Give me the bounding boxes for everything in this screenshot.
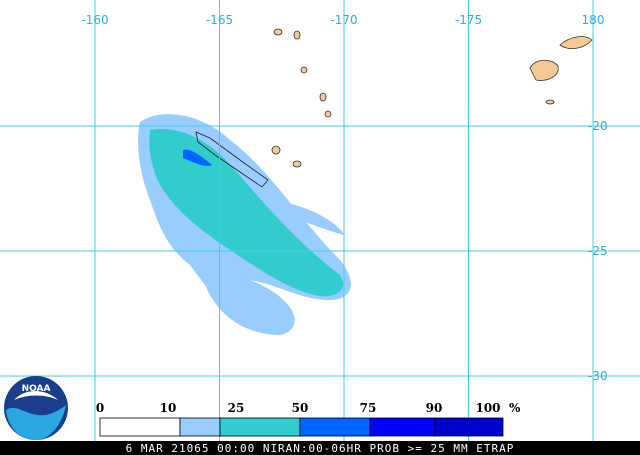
logo-wave xyxy=(6,405,66,440)
legend-swatch xyxy=(369,417,436,437)
legend-swatch xyxy=(219,417,301,437)
fiji xyxy=(559,36,593,50)
logo-bird xyxy=(14,391,58,400)
legend-tick: 50 xyxy=(292,401,309,415)
island xyxy=(271,145,281,155)
legend-swatch xyxy=(299,417,371,437)
island xyxy=(273,28,283,36)
prob-10-25-band xyxy=(275,200,345,235)
legend-tick: 90 xyxy=(426,401,443,415)
prob-50-75 xyxy=(183,149,212,166)
graticule: -160 -165 -170 -175 180 -20 -25 -30 xyxy=(0,0,640,441)
lon-label: -175 xyxy=(455,13,482,27)
legend-tick: 10 xyxy=(160,401,177,415)
lon-label: -170 xyxy=(330,13,357,27)
noaa-logo: NOAA xyxy=(4,376,68,440)
legend-tick: 25 xyxy=(228,401,245,415)
lon-label: -165 xyxy=(206,13,233,27)
island xyxy=(319,92,327,102)
island xyxy=(292,160,302,168)
legend-tick: 75 xyxy=(360,401,377,415)
legend-swatch xyxy=(434,417,504,437)
logo-text: NOAA xyxy=(22,384,51,394)
island xyxy=(324,110,332,118)
lon-label: -160 xyxy=(81,13,108,27)
footer-text: 6 MAR 21065 00:00 NIRAN:00-06HR PROB >= … xyxy=(126,442,515,455)
legend-swatch xyxy=(179,417,221,437)
precip-areas xyxy=(138,114,351,335)
lat-label: -20 xyxy=(588,119,608,133)
prob-25-50 xyxy=(149,129,344,297)
legend-swatch xyxy=(99,417,181,437)
fiji xyxy=(529,59,559,81)
lat-label: -30 xyxy=(588,369,608,383)
island xyxy=(293,30,301,40)
lat-label: -25 xyxy=(588,244,608,258)
island xyxy=(545,99,555,105)
legend: 0 10 25 50 75 90 100% xyxy=(96,401,521,437)
islands xyxy=(195,28,593,188)
lon-label: 180 xyxy=(582,13,605,27)
legend-unit: % xyxy=(509,401,521,415)
island xyxy=(300,66,308,74)
legend-tick: 0 xyxy=(96,401,104,415)
footer-bar xyxy=(0,441,640,455)
legend-tick: 100 xyxy=(475,401,500,415)
